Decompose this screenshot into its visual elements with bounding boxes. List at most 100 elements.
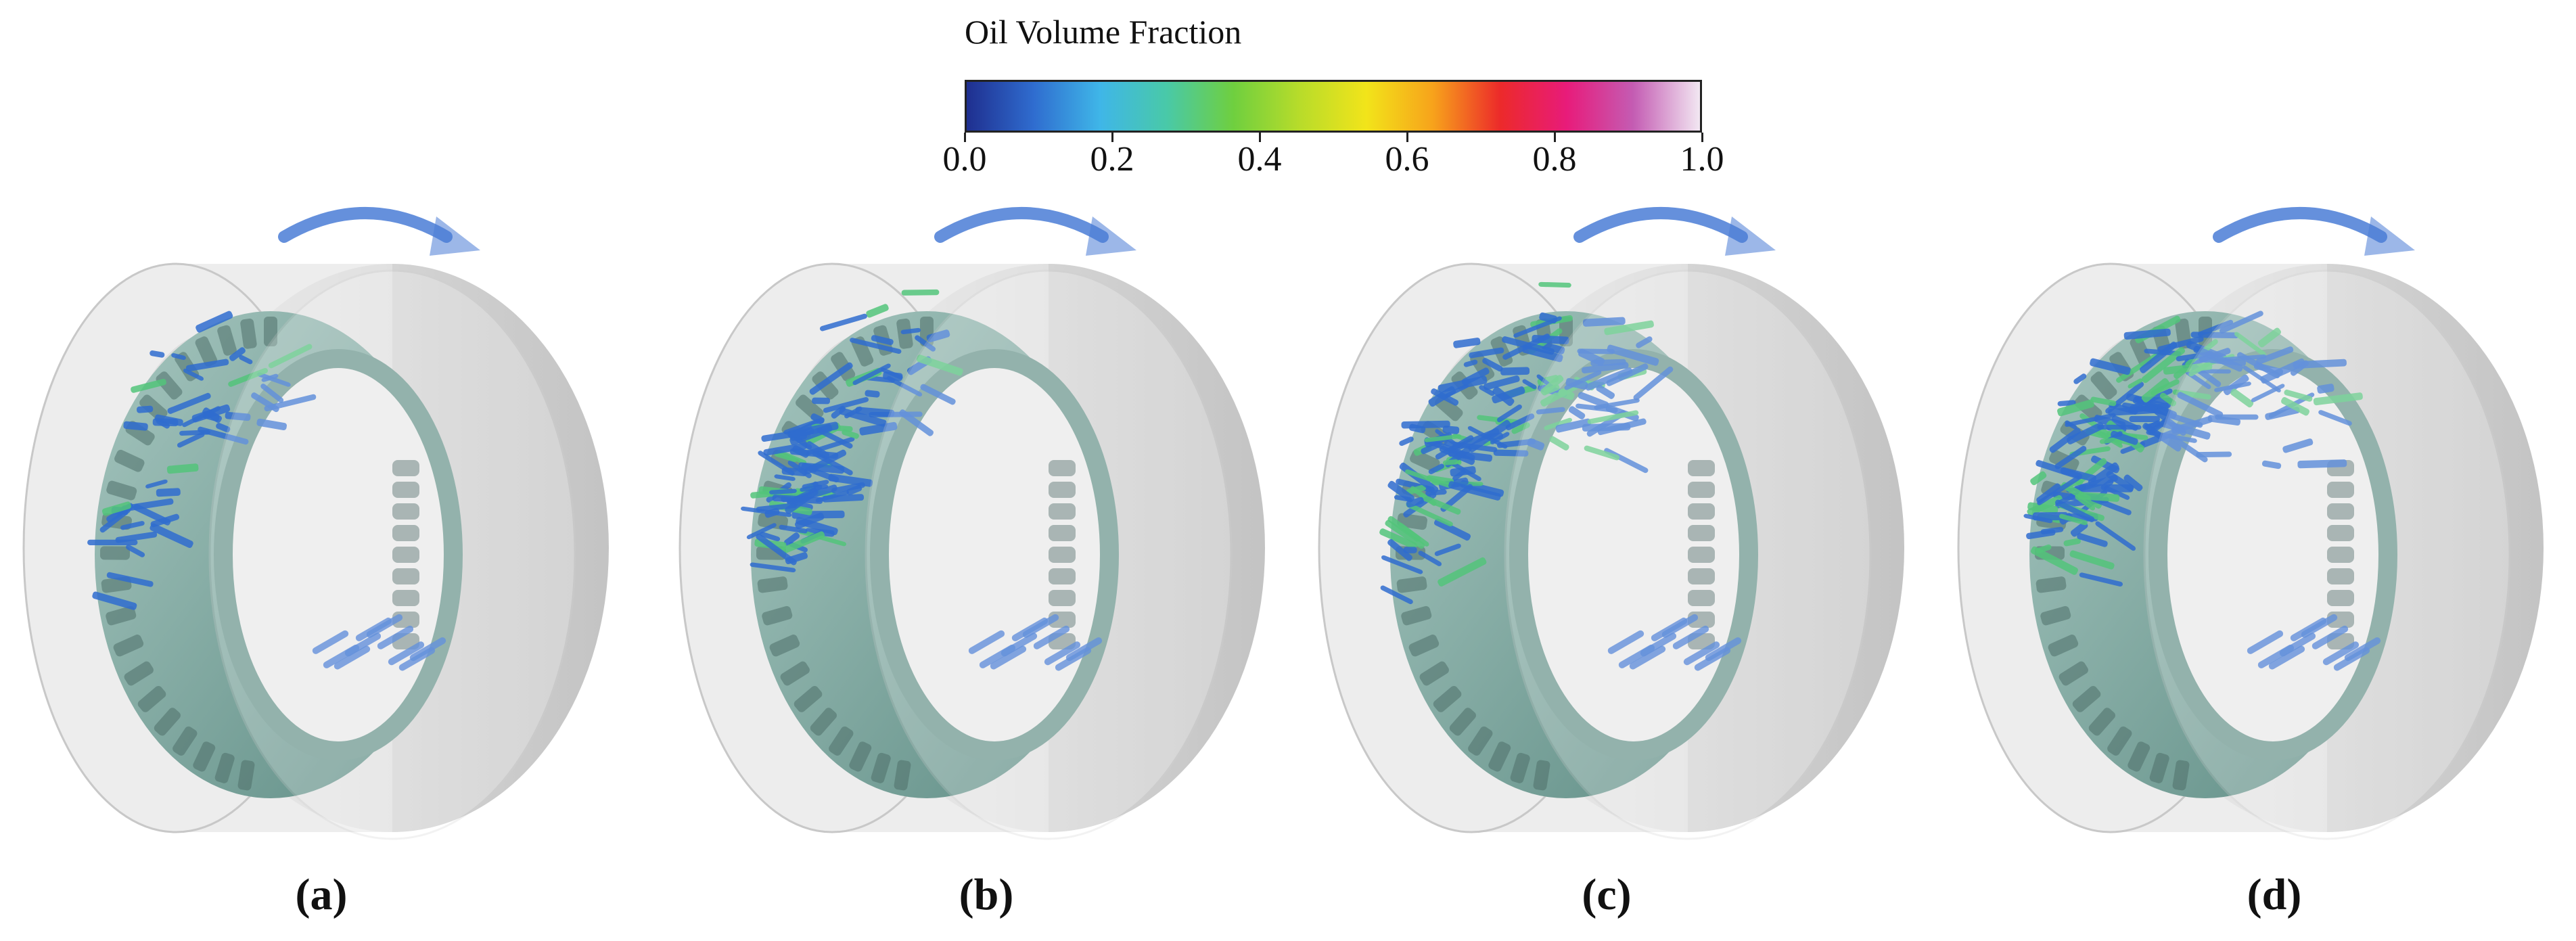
oil-streak <box>251 392 279 413</box>
panel-b <box>670 176 1306 879</box>
oil-streak <box>229 347 246 361</box>
oil-streak <box>915 335 936 352</box>
oil-streak <box>866 304 889 318</box>
oil-streak <box>257 372 291 387</box>
oil-streak <box>1492 386 1515 407</box>
cage-inner-race <box>214 349 463 760</box>
oil-streak <box>2143 400 2186 436</box>
oil-pool <box>2301 614 2338 638</box>
inner-roller <box>2327 525 2354 541</box>
oil-streak <box>1385 520 1425 549</box>
oil-streak <box>196 311 233 333</box>
oil-streak <box>2140 341 2178 373</box>
oil-streak <box>2077 492 2120 502</box>
oil-streak <box>1434 518 1471 541</box>
inner-roller <box>2327 547 2354 563</box>
roller <box>2048 635 2079 657</box>
oil-pool <box>344 633 382 657</box>
oil-streak <box>774 452 797 462</box>
housing-front-rim <box>865 269 1233 840</box>
inner-roller <box>392 503 419 520</box>
oil-film <box>87 311 446 671</box>
oil-streak <box>823 396 869 413</box>
oil-streak <box>1536 407 1565 415</box>
oil-streak <box>1409 423 1426 434</box>
oil-streak <box>1381 555 1423 574</box>
roller <box>2036 576 2067 593</box>
oil-streak <box>756 503 798 512</box>
oil-streak <box>2190 331 2239 339</box>
oil-streak <box>2116 351 2161 383</box>
oil-streak <box>1493 449 1529 457</box>
oil-streak <box>1606 363 1649 386</box>
oil-streak <box>1469 347 1504 359</box>
roller <box>2128 741 2150 772</box>
oil-streak <box>1522 345 1563 363</box>
oil-streak <box>150 523 193 549</box>
oil-streak <box>2090 496 2132 515</box>
oil-streak <box>1448 481 1501 501</box>
oil-streak <box>1482 358 1503 372</box>
oil-streak <box>179 430 210 436</box>
roller <box>137 685 166 712</box>
inner-roller <box>392 482 419 498</box>
oil-streak <box>2128 378 2143 389</box>
inner-roller <box>1049 482 1076 498</box>
oil-streak <box>2036 483 2061 503</box>
oil-streak <box>1581 362 1629 373</box>
oil-film <box>741 289 1103 671</box>
oil-streak <box>228 367 268 387</box>
oil-streak <box>1426 475 1454 485</box>
oil-streak <box>815 490 850 503</box>
oil-streak <box>844 406 862 419</box>
oil-streak <box>1419 494 1461 515</box>
oil-streak <box>120 521 145 530</box>
oil-streak <box>1596 384 1615 399</box>
oil-streak <box>2065 413 2116 427</box>
bearing-oil-distribution-b <box>678 207 1265 840</box>
inner-roller <box>2327 568 2354 584</box>
oil-streak <box>916 354 963 376</box>
oil-streak <box>1585 367 1633 391</box>
oil-streak <box>1479 385 1495 396</box>
oil-streak <box>796 517 838 536</box>
bearing-oil-distribution-a <box>22 207 609 840</box>
oil-streak <box>2141 377 2169 403</box>
oil-pool <box>2268 645 2305 670</box>
oil-streak <box>2100 479 2114 490</box>
oil-streak <box>1582 423 1631 432</box>
oil-streak <box>261 373 279 382</box>
oil-streak <box>2110 430 2138 445</box>
oil-streak <box>2234 331 2266 357</box>
roller <box>237 760 255 791</box>
inner-roller <box>392 525 419 541</box>
oil-streak <box>2163 362 2213 375</box>
oil-streak <box>2095 521 2136 551</box>
oil-streak <box>1452 469 1466 481</box>
oil-streak <box>2215 414 2259 420</box>
panel-a <box>14 176 649 879</box>
oil-streak <box>784 532 800 546</box>
oil-streak <box>2317 384 2334 394</box>
inner-roller <box>1049 503 1076 520</box>
oil-streak <box>774 474 796 481</box>
oil-streak <box>2090 358 2131 375</box>
oil-pool <box>409 637 446 662</box>
oil-streak <box>154 414 183 426</box>
colorbar-title: Oil Volume Fraction <box>965 13 1242 51</box>
oil-streak <box>1549 436 1569 451</box>
oil-streak <box>1544 417 1572 430</box>
oil-streak <box>2030 546 2078 575</box>
oil-streak <box>1505 413 1535 431</box>
oil-streak <box>2255 346 2294 365</box>
roller <box>172 726 198 756</box>
oil-streak <box>883 371 903 382</box>
colorbar-tick-label: 1.0 <box>1680 140 1724 179</box>
oil-streak <box>2069 550 2115 570</box>
colorbar-tick-label: 0.2 <box>1090 140 1134 179</box>
oil-streak <box>2057 400 2076 407</box>
oil-streak <box>1379 528 1417 549</box>
colorbar-tick-label: 0.6 <box>1385 140 1429 179</box>
oil-streak <box>756 533 797 566</box>
oil-streak <box>106 572 154 587</box>
